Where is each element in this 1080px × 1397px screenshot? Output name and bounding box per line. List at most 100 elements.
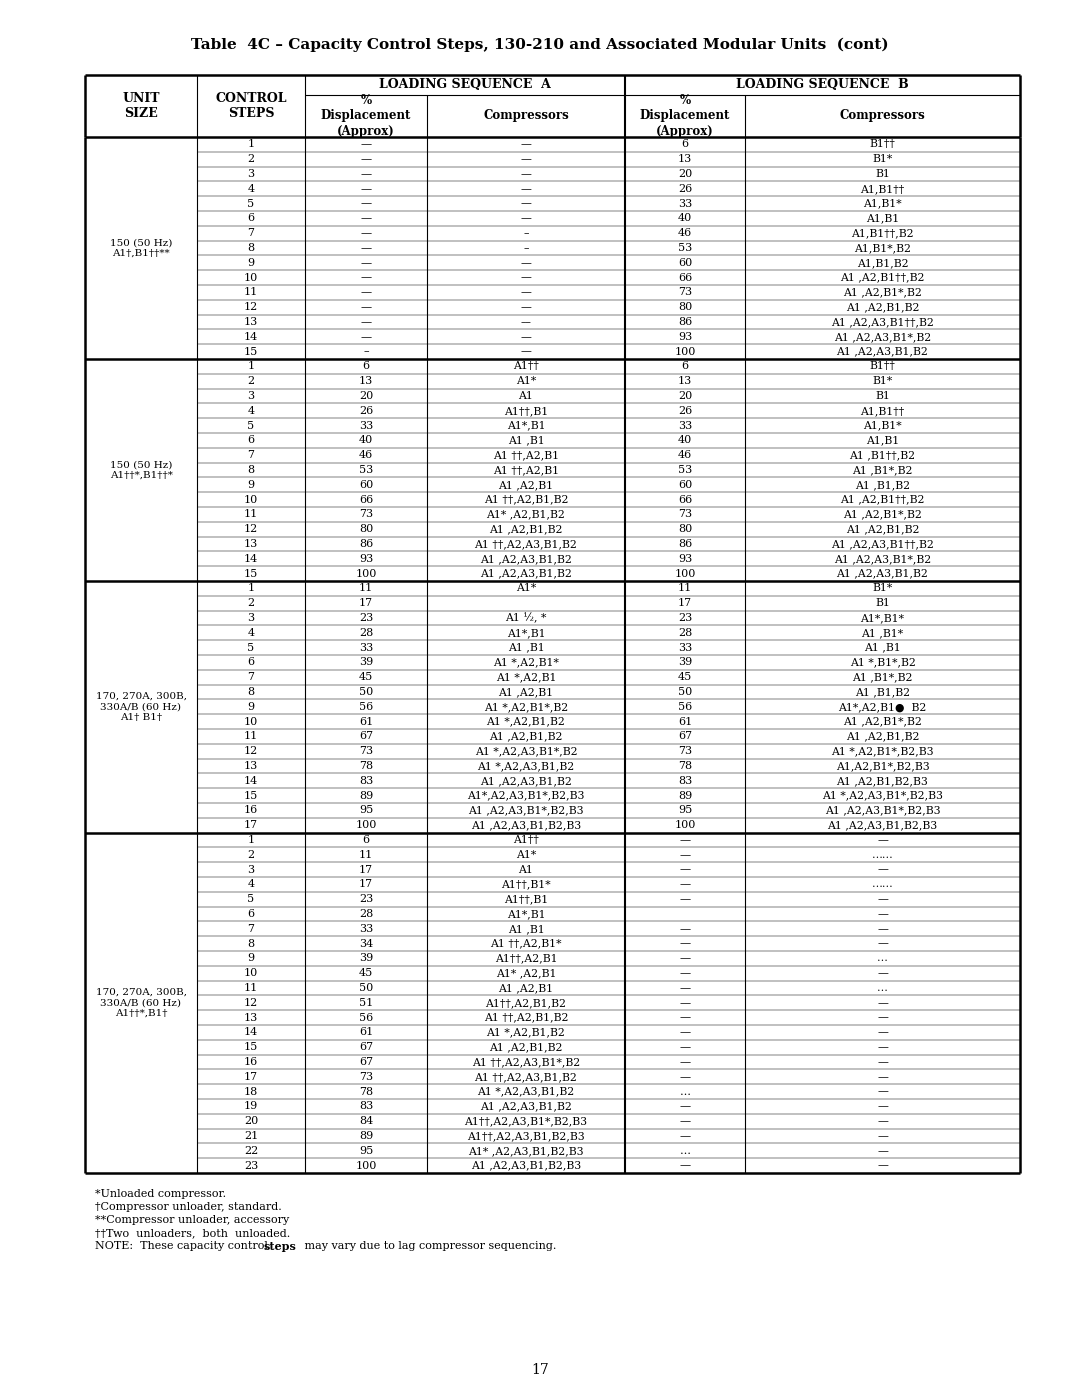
Text: A1 ,A2,B1,B2: A1 ,A2,B1,B2 (489, 524, 563, 534)
Text: 33: 33 (678, 420, 692, 430)
Text: 56: 56 (678, 701, 692, 712)
Text: 17: 17 (359, 598, 373, 608)
Text: –: – (363, 346, 368, 356)
Text: A1 *,A2,A3,B1,B2: A1 *,A2,A3,B1,B2 (477, 761, 575, 771)
Text: A1 ,A2,B1*,B2: A1 ,A2,B1*,B2 (843, 717, 922, 726)
Text: A1 ,A2,A3,B1*,B2,B3: A1 ,A2,A3,B1*,B2,B3 (469, 806, 584, 816)
Text: 1: 1 (247, 835, 255, 845)
Text: 170, 270A, 300B,
330A/B (60 Hz)
A1† B1†: 170, 270A, 300B, 330A/B (60 Hz) A1† B1† (95, 692, 187, 722)
Text: 51: 51 (359, 997, 373, 1007)
Text: —: — (521, 198, 531, 208)
Text: 23: 23 (244, 1161, 258, 1171)
Text: ††Two  unloaders,  both  unloaded.: ††Two unloaders, both unloaded. (95, 1228, 291, 1238)
Text: —: — (679, 1101, 690, 1112)
Text: A1††: A1†† (513, 835, 539, 845)
Text: 18: 18 (244, 1087, 258, 1097)
Text: A1 ,A2,B1,B2: A1 ,A2,B1,B2 (489, 732, 563, 742)
Text: A1* ,A2,B1,B2: A1* ,A2,B1,B2 (487, 510, 566, 520)
Text: 46: 46 (359, 450, 373, 460)
Text: —: — (521, 302, 531, 312)
Text: 73: 73 (678, 746, 692, 756)
Text: A1 ½, *: A1 ½, * (505, 613, 546, 623)
Text: A1 ,A2,A3,B1,B2,B3: A1 ,A2,A3,B1,B2,B3 (471, 820, 581, 830)
Text: 28: 28 (359, 909, 373, 919)
Text: —: — (679, 1116, 690, 1126)
Text: A1 ,B1: A1 ,B1 (508, 923, 544, 933)
Text: 4: 4 (247, 184, 255, 194)
Text: A1††,A2,B1: A1††,A2,B1 (495, 953, 557, 964)
Text: –: – (523, 228, 529, 239)
Text: 26: 26 (678, 184, 692, 194)
Text: 84: 84 (359, 1116, 373, 1126)
Text: 28: 28 (359, 627, 373, 638)
Text: 19: 19 (244, 1101, 258, 1112)
Text: A1 ,A2,A3,B1††,B2: A1 ,A2,A3,B1††,B2 (832, 539, 934, 549)
Text: †Compressor unloader, standard.: †Compressor unloader, standard. (95, 1201, 282, 1213)
Text: 15: 15 (244, 791, 258, 800)
Text: 14: 14 (244, 775, 258, 785)
Text: A1 ,A2,B1*,B2: A1 ,A2,B1*,B2 (843, 510, 922, 520)
Text: 40: 40 (678, 436, 692, 446)
Text: 2: 2 (247, 849, 255, 859)
Text: A1 *,A2,B1*: A1 *,A2,B1* (494, 658, 559, 668)
Text: A1,B1: A1,B1 (866, 436, 900, 446)
Text: 9: 9 (247, 953, 255, 964)
Text: 14: 14 (244, 553, 258, 564)
Text: 100: 100 (355, 569, 377, 578)
Text: —: — (361, 317, 372, 327)
Text: A1*,B1: A1*,B1 (507, 909, 545, 919)
Text: 73: 73 (678, 288, 692, 298)
Text: A1 ,A2,A3,B1††,B2: A1 ,A2,A3,B1††,B2 (832, 317, 934, 327)
Text: —: — (877, 1116, 888, 1126)
Text: —: — (877, 1027, 888, 1038)
Text: 17: 17 (678, 598, 692, 608)
Text: …: … (877, 983, 888, 993)
Text: 3: 3 (247, 865, 255, 875)
Text: —: — (877, 997, 888, 1007)
Text: 3: 3 (247, 613, 255, 623)
Text: —: — (877, 1132, 888, 1141)
Text: —: — (679, 849, 690, 859)
Text: 7: 7 (247, 923, 255, 933)
Text: 80: 80 (678, 302, 692, 312)
Text: 22: 22 (244, 1146, 258, 1155)
Text: **Compressor unloader, accessory: **Compressor unloader, accessory (95, 1215, 289, 1225)
Text: A1 ,B1*,B2: A1 ,B1*,B2 (852, 465, 913, 475)
Text: 100: 100 (674, 820, 696, 830)
Text: —: — (679, 879, 690, 890)
Text: —: — (521, 288, 531, 298)
Text: 6: 6 (363, 362, 369, 372)
Text: 95: 95 (678, 806, 692, 816)
Text: 17: 17 (359, 865, 373, 875)
Text: 23: 23 (359, 613, 373, 623)
Text: …: … (679, 1146, 690, 1155)
Text: A1 *,A2,B1*,B2: A1 *,A2,B1*,B2 (484, 701, 568, 712)
Text: 15: 15 (244, 569, 258, 578)
Text: —: — (361, 184, 372, 194)
Text: A1 *,A2,B1,B2: A1 *,A2,B1,B2 (487, 1027, 566, 1038)
Text: —: — (679, 865, 690, 875)
Text: %
Displacement
(Approx): % Displacement (Approx) (639, 95, 730, 137)
Text: —: — (361, 169, 372, 179)
Text: A1* ,A2,A3,B1,B2,B3: A1* ,A2,A3,B1,B2,B3 (469, 1146, 584, 1155)
Text: B1: B1 (875, 598, 890, 608)
Text: 61: 61 (359, 717, 373, 726)
Text: 21: 21 (244, 1132, 258, 1141)
Text: UNIT
SIZE: UNIT SIZE (122, 92, 160, 120)
Text: A1*,A2,A3,B1*,B2,B3: A1*,A2,A3,B1*,B2,B3 (468, 791, 584, 800)
Text: 14: 14 (244, 1027, 258, 1038)
Text: 86: 86 (359, 539, 373, 549)
Text: 13: 13 (359, 376, 373, 386)
Text: 95: 95 (359, 1146, 373, 1155)
Text: 93: 93 (678, 332, 692, 342)
Text: A1 ,A2,A3,B1,B2: A1 ,A2,A3,B1,B2 (481, 775, 572, 785)
Text: 1: 1 (247, 362, 255, 372)
Text: A1 ,B1,B2: A1 ,B1,B2 (855, 687, 910, 697)
Text: —: — (521, 184, 531, 194)
Text: A1 ,A2,A3,B1,B2: A1 ,A2,A3,B1,B2 (481, 569, 572, 578)
Text: 89: 89 (359, 791, 373, 800)
Text: A1 *,A2,B1,B2: A1 *,A2,B1,B2 (487, 717, 566, 726)
Text: 28: 28 (678, 627, 692, 638)
Text: A1,B1*,B2: A1,B1*,B2 (854, 243, 912, 253)
Text: *Unloaded compressor.: *Unloaded compressor. (95, 1189, 226, 1199)
